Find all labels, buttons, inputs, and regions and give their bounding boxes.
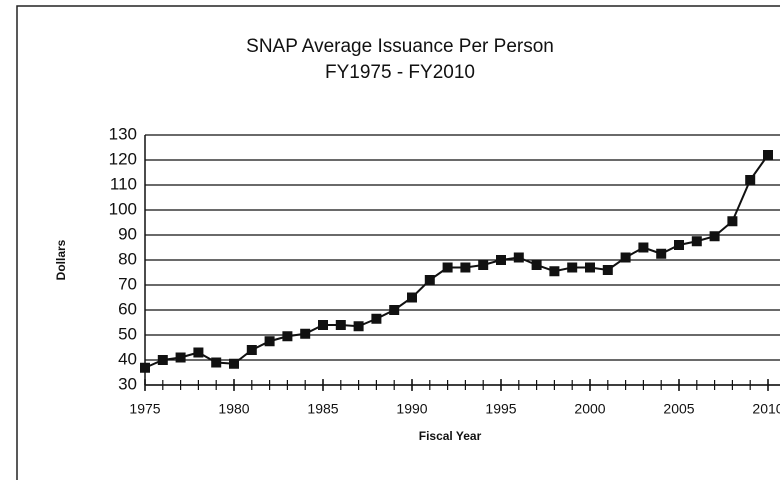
y-axis-label: Dollars (54, 239, 68, 280)
point-marker (246, 345, 257, 355)
chart-subtitle: FY1975 - FY2010 (325, 62, 475, 83)
point-marker (531, 260, 542, 270)
point-marker (193, 347, 204, 358)
y-tick-label: 50 (118, 324, 137, 343)
point-marker (691, 236, 702, 247)
point-marker (318, 320, 328, 330)
x-tick-label: 1975 (129, 401, 160, 417)
point-marker (211, 357, 222, 368)
x-tick-label: 2010 (752, 401, 780, 417)
point-marker (638, 242, 649, 253)
chart-title: SNAP Average Issuance Per Person (246, 36, 554, 57)
x-tick-label: 1995 (485, 401, 516, 417)
x-tick-label: 1990 (396, 401, 427, 417)
y-tick-label: 130 (109, 124, 137, 143)
point-marker (460, 262, 471, 273)
y-tick-label: 40 (118, 349, 137, 368)
point-marker (656, 248, 667, 259)
point-marker (371, 313, 382, 324)
point-marker (175, 352, 186, 363)
point-marker (513, 252, 524, 263)
point-marker (763, 150, 773, 160)
y-tick-label: 80 (118, 249, 137, 268)
point-marker (300, 328, 311, 339)
point-marker (157, 355, 168, 365)
y-tick-label: 100 (109, 199, 137, 218)
point-marker (335, 320, 346, 330)
point-marker (496, 255, 506, 265)
point-marker (549, 266, 560, 277)
point-marker (424, 275, 435, 285)
point-marker (229, 358, 239, 369)
point-marker (727, 216, 738, 227)
y-tick-label: 110 (110, 174, 137, 193)
point-marker (353, 321, 364, 332)
x-tick-label: 2005 (663, 401, 694, 417)
series-line (144, 154, 769, 369)
y-tick-label: 90 (118, 224, 137, 243)
x-tick-label: 1985 (307, 401, 338, 417)
point-marker (389, 305, 400, 315)
point-marker (442, 262, 453, 273)
x-axis-label: Fiscal Year (419, 429, 482, 443)
point-marker (745, 175, 756, 185)
point-marker (478, 260, 489, 270)
point-marker (602, 265, 613, 275)
point-marker (567, 262, 578, 273)
point-marker (709, 231, 720, 242)
point-marker (620, 252, 631, 263)
point-marker (282, 331, 293, 342)
y-tick-label: 30 (118, 374, 137, 393)
y-tick-label: 60 (118, 299, 137, 318)
point-marker (407, 292, 417, 303)
point-marker (264, 336, 275, 347)
x-tick-label: 1980 (218, 401, 249, 417)
point-marker (674, 240, 684, 250)
point-marker (585, 262, 595, 273)
frame (16, 5, 780, 480)
y-tick-label: 120 (109, 149, 137, 168)
x-tick-label: 2000 (574, 401, 605, 417)
y-tick-label: 70 (118, 274, 137, 293)
point-marker (140, 362, 150, 373)
